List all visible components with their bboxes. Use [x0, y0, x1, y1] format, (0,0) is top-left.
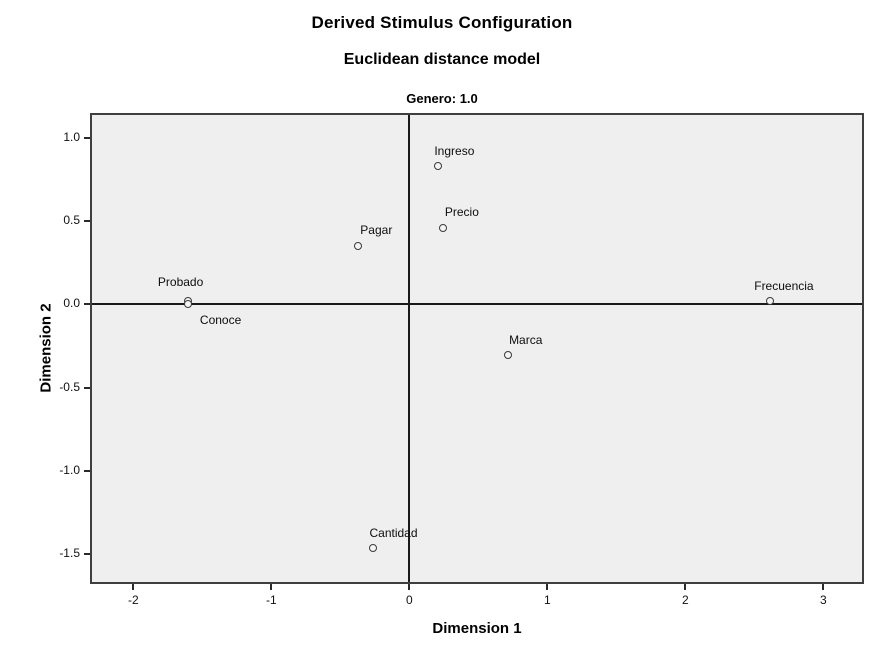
data-point-conoce [184, 299, 193, 308]
data-point-frecuencia [766, 296, 775, 305]
x-tick-label: -1 [266, 593, 277, 607]
x-tick-mark [546, 584, 549, 590]
x-tick-mark [270, 584, 273, 590]
x-zero-reference-line [408, 115, 410, 582]
x-tick-mark [408, 584, 411, 590]
x-axis-label: Dimension 1 [432, 620, 522, 637]
y-tick-mark [84, 386, 90, 389]
y-tick-mark [84, 137, 90, 140]
y-tick-label: 0.0 [63, 296, 80, 311]
x-tick-label: 3 [820, 593, 827, 607]
x-tick-mark [132, 584, 135, 590]
point-label-marca: Marca [509, 332, 543, 347]
x-tick-mark [822, 584, 825, 590]
data-point-marca [504, 351, 513, 360]
panel-label: Genero: 1.0 [406, 91, 478, 106]
y-tick-label: -0.5 [59, 379, 80, 394]
data-point-precio [439, 223, 448, 232]
y-axis-label: Dimension 2 [37, 303, 55, 393]
x-tick-label: 1 [544, 593, 551, 607]
point-label-ingreso: Ingreso [434, 143, 475, 158]
y-tick-mark [84, 303, 90, 306]
point-label-cantidad: Cantidad [369, 525, 418, 540]
data-point-pagar [353, 241, 362, 250]
x-tick-label: -2 [128, 593, 139, 607]
data-point-cantidad [369, 544, 377, 553]
point-label-pagar: Pagar [360, 223, 393, 238]
point-label-conoce: Conoce [199, 313, 242, 328]
chart-subtitle: Euclidean distance model [343, 51, 541, 68]
x-tick-mark [684, 584, 687, 590]
y-tick-mark [84, 220, 90, 223]
chart-title: Derived Stimulus Configuration [311, 13, 573, 32]
point-label-frecuencia: Frecuencia [754, 279, 814, 294]
y-zero-reference-line [92, 303, 862, 305]
y-tick-label: -1.0 [59, 462, 80, 477]
y-tick-label: 0.5 [63, 213, 80, 228]
point-label-probado: Probado [157, 275, 204, 290]
x-tick-label: 0 [406, 593, 413, 607]
y-tick-mark [84, 469, 90, 472]
x-tick-label: 2 [682, 593, 689, 607]
plot-area: Ingreso Precio Pagar Probado Conoce Marca Frec… [90, 113, 864, 584]
y-tick-label: 1.0 [63, 130, 80, 145]
y-tick-mark [84, 552, 90, 555]
y-tick-label: -1.5 [59, 545, 80, 560]
data-point-ingreso [433, 162, 442, 171]
point-label-precio: Precio [444, 205, 479, 219]
